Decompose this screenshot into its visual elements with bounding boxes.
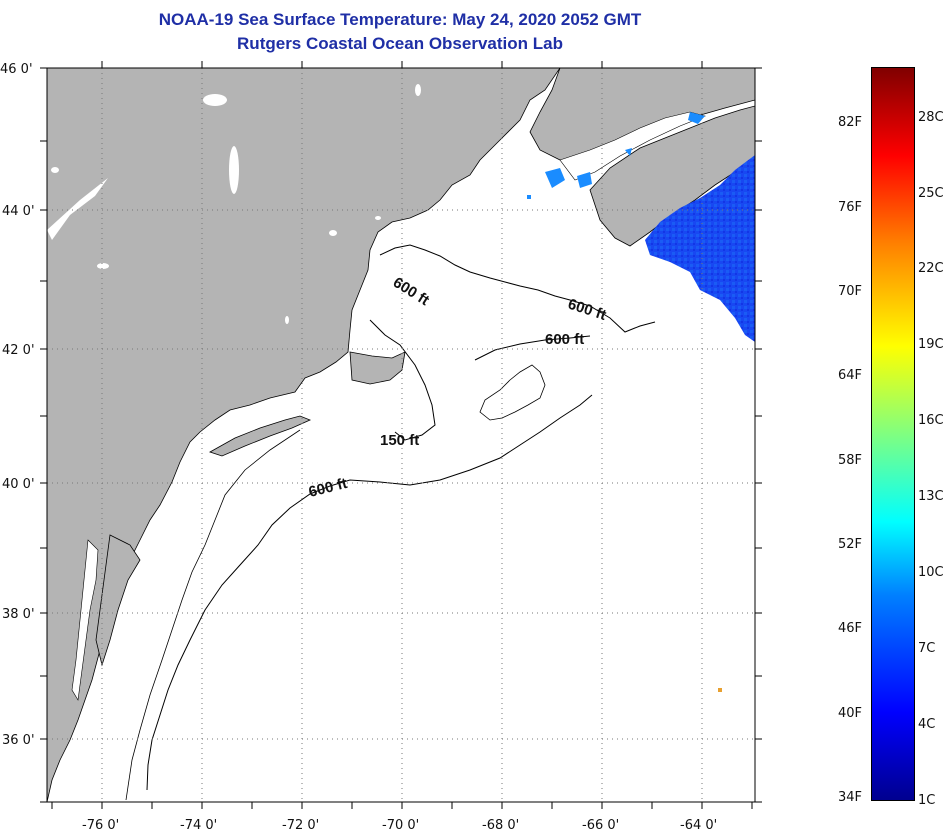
map-frame: [46, 67, 756, 803]
lake-5: [375, 216, 381, 220]
axis-ticks: [40, 61, 762, 809]
colorbar-fahrenheit-label: 76F: [838, 199, 863, 215]
contour-600ft-shelf-break: [146, 394, 593, 791]
contour-600ft-gulf-of-maine: [379, 244, 656, 333]
colorbar-fahrenheit-label: 82F: [838, 115, 863, 131]
colorbar-celsius-label: 4C: [918, 717, 936, 733]
sst-warm-dot: [718, 688, 722, 692]
colorbar-celsius-label: 28C: [918, 109, 944, 125]
colorbar-fahrenheit-label: 64F: [838, 368, 863, 384]
lon-label-68: -68 0': [482, 818, 519, 832]
lake-4: [415, 84, 421, 96]
map-subtitle: Rutgers Coastal Ocean Observation Lab: [237, 34, 563, 53]
lat-label-38: 38 0': [2, 607, 35, 622]
map-title: NOAA-19 Sea Surface Temperature: May 24,…: [158, 10, 642, 29]
sst-patch-fundy: [688, 112, 705, 124]
colorbar-fahrenheit-label: 34F: [838, 790, 863, 806]
temperature-colorbar: [871, 67, 915, 801]
colorbar-celsius-label: 19C: [918, 337, 944, 353]
colorbar-fahrenheit-label: 70F: [838, 283, 863, 299]
colorbar-celsius-label: 7C: [918, 641, 936, 657]
lon-label-72: -72 0': [282, 818, 319, 832]
lat-label-42: 42 0': [2, 343, 35, 358]
lon-label-76: -76 0': [82, 818, 119, 832]
lake-6: [285, 316, 289, 324]
sst-coverage-east: [645, 155, 755, 342]
colorbar-fahrenheit-label: 52F: [838, 537, 863, 553]
contour-600ft-georges: [474, 335, 591, 361]
sst-patch-maine-1: [545, 168, 565, 188]
lake-ontario: [47, 178, 108, 240]
sst-map: 46 0' 44 0' 42 0' 40 0' 38 0' 36 0' -76 …: [0, 61, 762, 832]
land-long-island: [209, 415, 312, 457]
colorbar-celsius-label: 10C: [918, 565, 944, 581]
lon-label-64: -64 0': [680, 818, 717, 832]
colorbar-fahrenheit-label: 46F: [838, 621, 863, 637]
contour-150ft-shelf: [125, 429, 301, 801]
sst-patch-east-small: [625, 148, 632, 156]
contour-label-600-georges: 600 ft: [545, 331, 584, 348]
lat-label-36: 36 0': [2, 733, 35, 748]
sst-patch-maine-2: [577, 172, 592, 188]
lon-label-66: -66 0': [582, 818, 619, 832]
lon-label-70: -70 0': [382, 818, 419, 832]
colorbar-celsius-label: 25C: [918, 185, 944, 201]
land-cape-cod: [349, 351, 406, 385]
lat-label-46: 46 0': [0, 62, 33, 77]
map-grid: [47, 68, 755, 802]
land-mainland: [47, 68, 561, 802]
lon-label-74: -74 0': [180, 818, 217, 832]
lat-label-40: 40 0': [2, 477, 35, 492]
land-delmarva: [95, 534, 141, 667]
colorbar-celsius-label: 13C: [918, 489, 944, 505]
lake-2: [97, 263, 109, 269]
lake-champlain: [229, 146, 239, 194]
colorbar-celsius-label: 1C: [918, 793, 936, 808]
water-chesapeake-bay: [71, 539, 99, 701]
lake-3: [329, 230, 337, 236]
lake-1: [203, 94, 227, 106]
colorbar-celsius-label: 16C: [918, 413, 944, 429]
lat-label-44: 44 0': [2, 204, 35, 219]
colorbar-fahrenheit-label: 58F: [838, 452, 863, 468]
contour-150ft-nantucket: [369, 319, 436, 441]
sst-patch-dot: [527, 195, 531, 199]
contour-georges-bank-shoals: [479, 364, 546, 421]
lake-7: [51, 167, 59, 173]
colorbar-fahrenheit-label: 40F: [838, 705, 863, 721]
colorbar-celsius-label: 22C: [918, 261, 944, 277]
contour-label-150: 150 ft: [380, 432, 419, 449]
